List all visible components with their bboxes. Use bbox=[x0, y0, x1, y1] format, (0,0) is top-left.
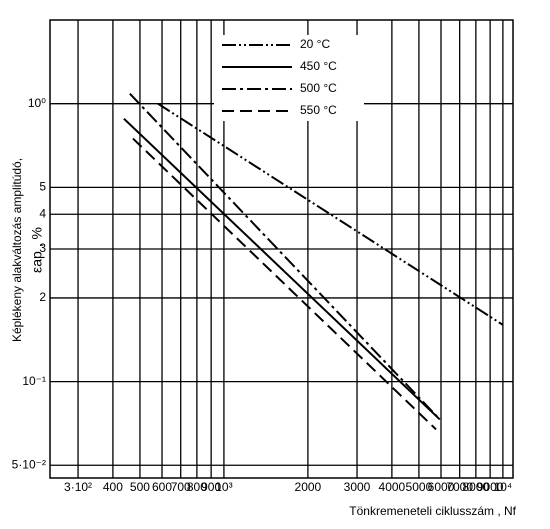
x-tick-label: 5000 bbox=[406, 480, 433, 494]
x-tick-label: 4000 bbox=[379, 480, 406, 494]
x-tick-label: 6000 bbox=[428, 480, 455, 494]
y-tick-label: 10⁰ bbox=[28, 96, 46, 110]
x-tick-label: 9000 bbox=[477, 480, 504, 494]
y-tick-label: 5·10⁻² bbox=[12, 457, 46, 471]
legend-label: 450 °C bbox=[300, 59, 337, 73]
y-tick-label: 4 bbox=[39, 206, 46, 220]
y-tick-label: 10⁻¹ bbox=[22, 374, 46, 388]
x-axis-label: Tönkremeneteli ciklusszám , Nf bbox=[349, 504, 516, 518]
data-line bbox=[123, 117, 441, 421]
x-tick-label: 2000 bbox=[295, 480, 322, 494]
y-tick-label: 5 bbox=[39, 180, 46, 194]
data-line bbox=[157, 102, 504, 326]
y-tick-label: 2 bbox=[39, 290, 46, 304]
data-line bbox=[132, 137, 437, 431]
x-tick-label: 600 bbox=[152, 480, 172, 494]
legend-background bbox=[214, 35, 364, 121]
x-tick-label: 400 bbox=[103, 480, 123, 494]
legend-label: 20 °C bbox=[300, 37, 330, 51]
x-tick-label: 800 bbox=[187, 480, 207, 494]
y-axis-label: Képlékeny alakváltozás amplitúdó, bbox=[10, 158, 24, 342]
y-tick-label: 3 bbox=[39, 241, 46, 255]
x-tick-label: 3000 bbox=[344, 480, 371, 494]
x-tick-label: 3·10² bbox=[64, 480, 92, 494]
x-tick-label: 10⁴ bbox=[494, 480, 513, 494]
x-tick-label: 8000 bbox=[463, 480, 490, 494]
x-tick-label: 500 bbox=[130, 480, 150, 494]
legend-label: 500 °C bbox=[300, 81, 337, 95]
legend-label: 550 °C bbox=[300, 103, 337, 117]
y-axis-label: εap , % bbox=[29, 227, 45, 273]
x-tick-label: 900 bbox=[201, 480, 221, 494]
x-tick-label: 700 bbox=[171, 480, 191, 494]
x-tick-label: 10³ bbox=[215, 480, 232, 494]
x-tick-label: 7000 bbox=[446, 480, 473, 494]
